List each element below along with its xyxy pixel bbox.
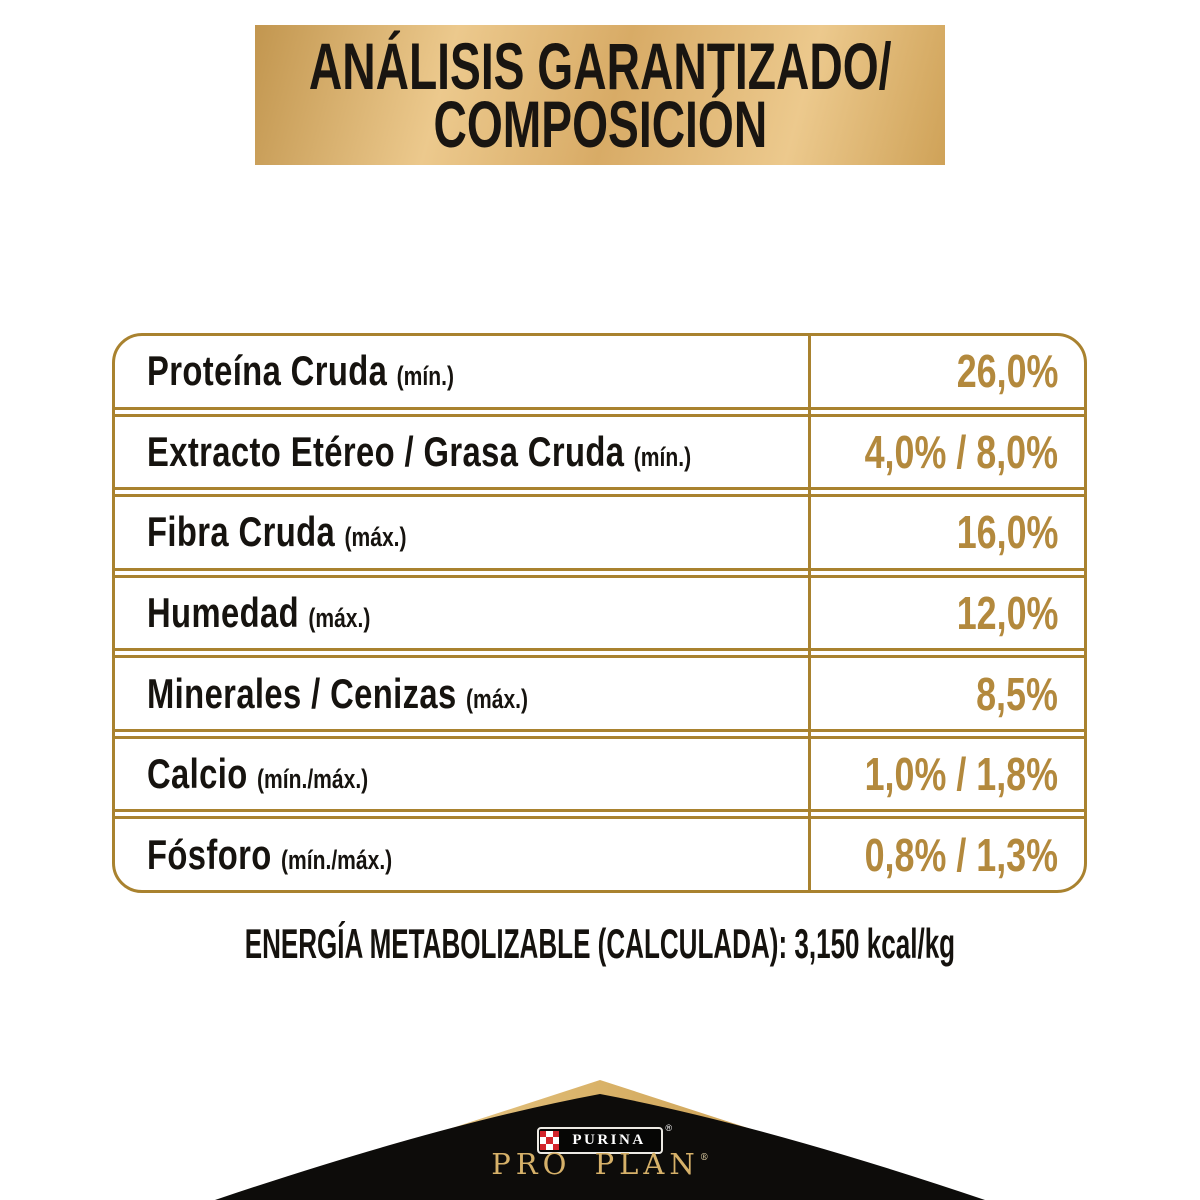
table-row-extracto: Extracto Etéreo / Grasa Cruda (mín.) 4,0%…	[115, 417, 1084, 488]
metabolizable-energy-line: ENERGÍA METABOLIZABLE (CALCULADA): 3,150…	[244, 920, 956, 967]
nutrient-qualifier: (máx.)	[466, 683, 529, 714]
table-row-calcio: Calcio (mín./máx.) 1,0% / 1,8%	[115, 739, 1084, 810]
table-column-divider	[808, 336, 811, 890]
purina-wordmark: PURINA	[572, 1132, 646, 1148]
row-separator	[115, 567, 1084, 578]
table-row-fosforo: Fósforo (mín./máx.) 0,8% / 1,3%	[115, 819, 1084, 890]
title-line-1: ANÁLISIS GARANTIZADO/	[308, 29, 892, 103]
registered-trademark-icon: ®	[665, 1123, 672, 1133]
nutrient-value: 16,0%	[956, 506, 1058, 559]
pro-plan-wordmark: PRO PLAN®	[491, 1147, 709, 1181]
nutrient-value: 26,0%	[956, 345, 1058, 398]
purina-logo: PURINA ®	[537, 1123, 672, 1154]
nutrient-value: 8,5%	[976, 667, 1058, 720]
purina-checkerboard-icon	[540, 1131, 559, 1150]
table-row-fibra: Fibra Cruda (máx.) 16,0%	[115, 497, 1084, 568]
nutrient-qualifier: (mín.)	[396, 361, 454, 392]
nutrient-qualifier: (máx.)	[344, 522, 407, 553]
nutrient-label: Fibra Cruda	[147, 508, 336, 556]
nutrient-value: 0,8% / 1,3%	[864, 828, 1058, 881]
nutrient-label: Calcio	[147, 750, 248, 798]
nutrient-qualifier: (máx.)	[308, 603, 371, 634]
nutrient-label: Humedad	[147, 589, 299, 637]
nutrient-label: Minerales / Cenizas	[147, 669, 457, 717]
row-separator	[115, 648, 1084, 659]
row-separator	[115, 809, 1084, 820]
nutrient-label: Proteína Cruda	[147, 347, 388, 395]
title-line-2: COMPOSICIÓN	[433, 87, 767, 161]
nutrient-value: 1,0% / 1,8%	[864, 748, 1058, 801]
table-row-humedad: Humedad (máx.) 12,0%	[115, 578, 1084, 649]
table-row-minerales: Minerales / Cenizas (máx.) 8,5%	[115, 658, 1084, 729]
nutrient-value: 12,0%	[956, 587, 1058, 640]
nutrient-label: Extracto Etéreo / Grasa Cruda	[147, 427, 625, 475]
title-banner: ANÁLISIS GARANTIZADO/ COMPOSICIÓN	[255, 25, 945, 165]
row-separator	[115, 406, 1084, 417]
nutrient-qualifier: (mín.)	[633, 441, 692, 472]
nutrient-qualifier: (mín./máx.)	[281, 844, 393, 875]
row-separator	[115, 728, 1084, 739]
nutrient-qualifier: (mín./máx.)	[257, 764, 369, 795]
registered-trademark-icon: ®	[699, 1153, 709, 1163]
nutrient-label: Fósforo	[147, 830, 272, 878]
guaranteed-analysis-table: Proteína Cruda (mín.) 26,0% Extracto Etér…	[112, 333, 1087, 893]
row-separator	[115, 487, 1084, 498]
table-row-proteina: Proteína Cruda (mín.) 26,0%	[115, 336, 1084, 407]
nutrient-value: 4,0% / 8,0%	[864, 425, 1058, 478]
